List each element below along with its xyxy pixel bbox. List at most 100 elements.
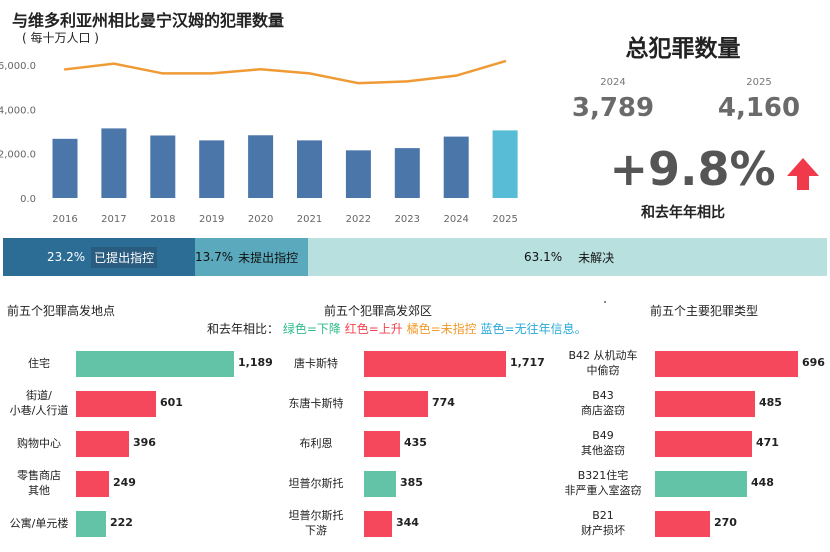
suburbs-row-label: 坦普尔斯托 <box>288 476 344 490</box>
victoria-trend-line <box>64 60 506 85</box>
y-tick-label: 0.0 <box>20 194 36 205</box>
status-segment-uncharged[interactable]: 13.7% 未提出指控 <box>195 238 308 276</box>
uncharged-percent: 13.7% <box>195 250 234 264</box>
suburbs-row[interactable]: 坦普尔斯托 下游 344 <box>270 503 566 543</box>
locations-row-value: 1,189 <box>238 356 273 369</box>
locations-bar <box>76 351 234 377</box>
suburbs-row[interactable]: 东唐卡斯特 774 <box>270 383 566 423</box>
bar-2018 <box>150 135 176 198</box>
suburbs-row-value: 774 <box>432 396 455 409</box>
locations-row[interactable]: 公寓/单元楼 222 <box>5 503 294 543</box>
unsolved-label: 未解决 <box>578 250 615 265</box>
types-bar <box>655 471 747 497</box>
types-bar <box>655 351 798 377</box>
types-row-label: B21 财产损坏 <box>581 509 625 537</box>
types-row[interactable]: B42 从机动车 中偷窃 696 <box>552 343 830 383</box>
unsolved-percent: 63.1% <box>524 250 563 264</box>
suburbs-row[interactable]: 唐卡斯特 1,717 <box>270 343 566 383</box>
line-point-2021 <box>308 72 311 75</box>
types-row-value: 448 <box>751 476 774 489</box>
charged-label: 已提出指控 <box>91 246 158 268</box>
charged-percent: 23.2% <box>47 250 86 264</box>
locations-row[interactable]: 街道/ 小巷/人行道 601 <box>5 383 294 423</box>
suburbs-bar <box>364 431 400 457</box>
line-point-2018 <box>161 72 164 75</box>
x-tick-label: 2025 <box>492 214 517 225</box>
legend-red: 红色=上升 <box>344 322 403 336</box>
bar-2023 <box>394 148 420 198</box>
locations-bar <box>76 431 129 457</box>
locations-panel-title: 前五个犯罪高发地点 <box>7 304 116 318</box>
types-panel-title: 前五个主要犯罪类型 <box>650 304 759 318</box>
suburbs-row[interactable]: 布利恩 435 <box>270 423 566 463</box>
types-bar <box>655 511 710 537</box>
locations-row-label: 购物中心 <box>17 436 61 450</box>
suburbs-bar <box>364 351 506 377</box>
locations-row-label: 住宅 <box>28 356 50 370</box>
suburbs-row-value: 1,717 <box>510 356 545 369</box>
locations-row[interactable]: 购物中心 396 <box>5 423 294 463</box>
legend-prefix: 和去年相比： <box>207 322 280 336</box>
locations-row-value: 222 <box>110 516 133 529</box>
types-row[interactable]: B49 其他盗窃 471 <box>552 423 830 463</box>
suburbs-row-label: 东唐卡斯特 <box>288 396 344 410</box>
kpi-year-previous: 2024 <box>600 77 626 88</box>
locations-bar <box>76 391 156 417</box>
kpi-title: 总犯罪数量 <box>625 36 741 62</box>
types-row-label: B49 其他盗窃 <box>581 429 625 457</box>
suburbs-bar <box>364 391 428 417</box>
locations-row-label: 零售商店 其他 <box>17 469 61 497</box>
bar-2022 <box>345 150 371 198</box>
x-tick-label: 2021 <box>297 214 322 225</box>
types-row-value: 471 <box>756 436 779 449</box>
suburbs-row-label: 坦普尔斯托 下游 <box>288 509 344 537</box>
locations-row-value: 601 <box>160 396 183 409</box>
line-point-2016 <box>63 68 67 71</box>
suburbs-row-value: 385 <box>400 476 423 489</box>
locations-row[interactable]: 零售商店 其他 249 <box>5 463 294 503</box>
suburbs-bar <box>364 471 396 497</box>
locations-row[interactable]: 住宅 1,189 <box>5 343 294 383</box>
types-row-value: 485 <box>759 396 782 409</box>
suburbs-panel-title: 前五个犯罪高发郊区 <box>324 304 433 318</box>
suburbs-row-value: 344 <box>396 516 419 529</box>
case-status-bar: 23.2% 已提出指控 13.7% 未提出指控 63.1% 未解决 <box>3 238 827 276</box>
status-segment-unsolved[interactable]: 63.1% 未解决 <box>308 238 827 276</box>
types-row[interactable]: B321住宅 非严重入室盗窃 448 <box>552 463 830 503</box>
types-row-label: B42 从机动车 中偷窃 <box>568 349 638 377</box>
x-tick-label: 2023 <box>395 214 420 225</box>
up-arrow-icon <box>787 158 819 190</box>
locations-bar <box>76 511 106 537</box>
suburbs-row[interactable]: 坦普尔斯托 385 <box>270 463 566 503</box>
types-bar <box>655 391 755 417</box>
bar-2019 <box>199 140 225 198</box>
types-row[interactable]: B43 商店盗窃 485 <box>552 383 830 423</box>
y-tick-label: 2,000.0 <box>0 150 36 161</box>
line-point-2025 <box>503 60 507 63</box>
trend-chart: 0.0 2,000.0 4,000.0 6,000.0 2016 2017 2018 2019… <box>0 60 518 225</box>
legend-blue: 蓝色=无往年信息。 <box>480 322 587 336</box>
x-tick-label: 2020 <box>248 214 273 225</box>
bar-2021 <box>297 140 322 198</box>
kpi-value-current: 4,160 <box>717 93 801 123</box>
x-tick-label: 2018 <box>150 214 175 225</box>
locations-row-label: 公寓/单元楼 <box>9 516 69 530</box>
x-tick-label: 2022 <box>346 214 371 225</box>
line-point-2020 <box>259 68 262 71</box>
locations-row-value: 249 <box>113 476 136 489</box>
kpi-change: +9.8% <box>609 142 776 196</box>
suburbs-row-label: 唐卡斯特 <box>294 356 338 370</box>
bar-2016 <box>52 138 78 198</box>
line-point-2023 <box>406 80 409 83</box>
x-tick-label: 2019 <box>199 214 224 225</box>
types-row[interactable]: B21 财产损坏 270 <box>552 503 830 543</box>
status-segment-charged[interactable]: 23.2% 已提出指控 <box>3 238 195 276</box>
kpi-value-previous: 3,789 <box>571 93 655 123</box>
types-row-value: 696 <box>802 356 825 369</box>
types-row-label: B321住宅 非严重入室盗窃 <box>564 469 642 497</box>
chart-title: 与维多利亚州相比曼宁汉姆的犯罪数量 <box>12 11 285 30</box>
x-tick-label: 2017 <box>101 214 126 225</box>
types-bar <box>655 431 752 457</box>
suburbs-row-value: 435 <box>404 436 427 449</box>
bar-2017 <box>101 128 127 198</box>
